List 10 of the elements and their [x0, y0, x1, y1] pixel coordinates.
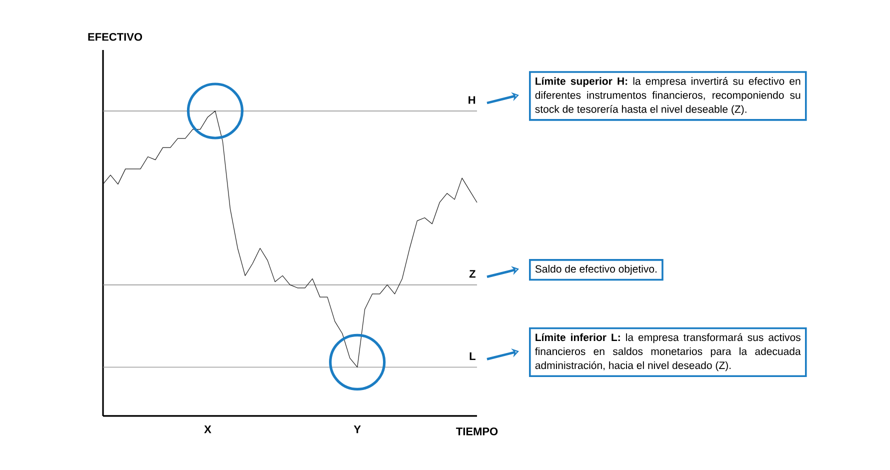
ref-line-label: Z — [469, 270, 476, 278]
text: EFECTIVO — [88, 33, 142, 41]
text: Límite inferior L: la empresa transformará sus activos financieros en saldos monetarios para la adecuada administración, hacia el nivel deseado (Z). — [535, 333, 801, 372]
text: Saldo de efectivo objetivo. — [535, 264, 656, 275]
x-axis-title: TIEMPO — [456, 428, 498, 436]
x-tick-label: Y — [354, 426, 361, 434]
text: Límite superior H: la empresa invertirá su efectivo en diferentes instrumentos financieros, recomponiendo su stock de tesorería hasta el nivel deseable (Z). — [535, 77, 800, 115]
ref-line-label: H — [468, 96, 476, 104]
x-tick-label: X — [204, 426, 212, 434]
ref-line-label: L — [470, 352, 476, 360]
